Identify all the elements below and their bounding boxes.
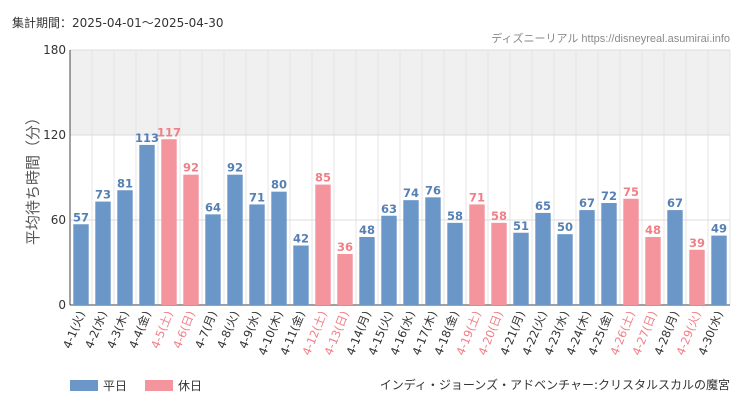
legend-holiday: 休日 <box>145 377 202 394</box>
bar <box>293 245 309 305</box>
source-link[interactable]: ディズニーリアル https://disneyreal.asumirai.inf… <box>491 33 730 45</box>
bar <box>139 144 155 305</box>
bar <box>623 198 639 305</box>
bar <box>403 200 419 305</box>
data-label: 71 <box>469 190 485 204</box>
bar <box>711 235 727 305</box>
data-label: 67 <box>667 196 683 210</box>
bar <box>249 204 265 305</box>
bar <box>535 212 551 305</box>
data-label: 113 <box>135 131 159 145</box>
legend-weekday-swatch <box>70 380 98 391</box>
bar <box>579 210 595 305</box>
data-label: 57 <box>73 210 89 224</box>
data-label: 39 <box>689 236 705 250</box>
legend-weekday-label: 平日 <box>103 379 128 393</box>
y-axis-label: 平均待ち時間（分） <box>24 110 42 245</box>
bar <box>359 237 375 305</box>
bar <box>117 190 133 305</box>
data-label: 58 <box>491 209 507 223</box>
data-label: 67 <box>579 196 595 210</box>
data-label: 80 <box>271 178 287 192</box>
bar <box>205 214 221 305</box>
bar <box>73 224 89 305</box>
legend-weekday: 平日 <box>70 377 127 394</box>
legend-holiday-swatch <box>145 380 174 391</box>
bar <box>667 210 683 305</box>
data-label: 71 <box>249 190 265 204</box>
bar <box>513 232 529 305</box>
bar <box>315 184 331 305</box>
data-label: 117 <box>157 125 181 139</box>
data-label: 72 <box>601 189 617 203</box>
data-label: 49 <box>711 222 727 236</box>
data-label: 85 <box>315 171 331 185</box>
bar <box>337 254 353 305</box>
legend: 平日 休日 <box>70 377 220 394</box>
legend-holiday-label: 休日 <box>178 379 203 393</box>
data-label: 74 <box>403 186 419 200</box>
data-label: 51 <box>513 219 529 233</box>
y-tick-label: 120 <box>43 128 66 142</box>
bar <box>227 174 243 305</box>
data-label: 76 <box>425 183 441 197</box>
data-label: 75 <box>623 185 639 199</box>
bar <box>447 222 463 305</box>
bar <box>381 215 397 305</box>
bar <box>469 204 485 305</box>
bar <box>161 139 177 305</box>
period-label: 集計期間：2025-04-01～2025-04-30 <box>12 16 224 30</box>
bar <box>689 249 705 305</box>
data-label: 81 <box>117 176 133 190</box>
data-label: 48 <box>645 223 661 237</box>
data-label: 36 <box>337 240 353 254</box>
data-label: 65 <box>535 199 551 213</box>
data-label: 64 <box>205 200 221 214</box>
bar <box>601 203 617 305</box>
bar <box>95 201 111 305</box>
data-label: 63 <box>381 202 397 216</box>
data-label: 50 <box>557 220 573 234</box>
bar <box>183 174 199 305</box>
data-label: 48 <box>359 223 375 237</box>
y-tick-label: 0 <box>58 298 66 312</box>
data-label: 58 <box>447 209 463 223</box>
data-label: 92 <box>227 161 243 175</box>
data-label: 42 <box>293 232 309 246</box>
y-tick-label: 60 <box>51 213 66 227</box>
bar <box>491 222 507 305</box>
data-label: 73 <box>95 188 111 202</box>
bar <box>557 234 573 305</box>
bar <box>425 197 441 305</box>
bar <box>645 237 661 305</box>
bar <box>271 191 287 305</box>
data-label: 92 <box>183 161 199 175</box>
attraction-name: インディ・ジョーンズ・アドベンチャー:クリスタルスカルの魔宮 <box>379 378 730 392</box>
y-tick-label: 180 <box>43 43 66 57</box>
